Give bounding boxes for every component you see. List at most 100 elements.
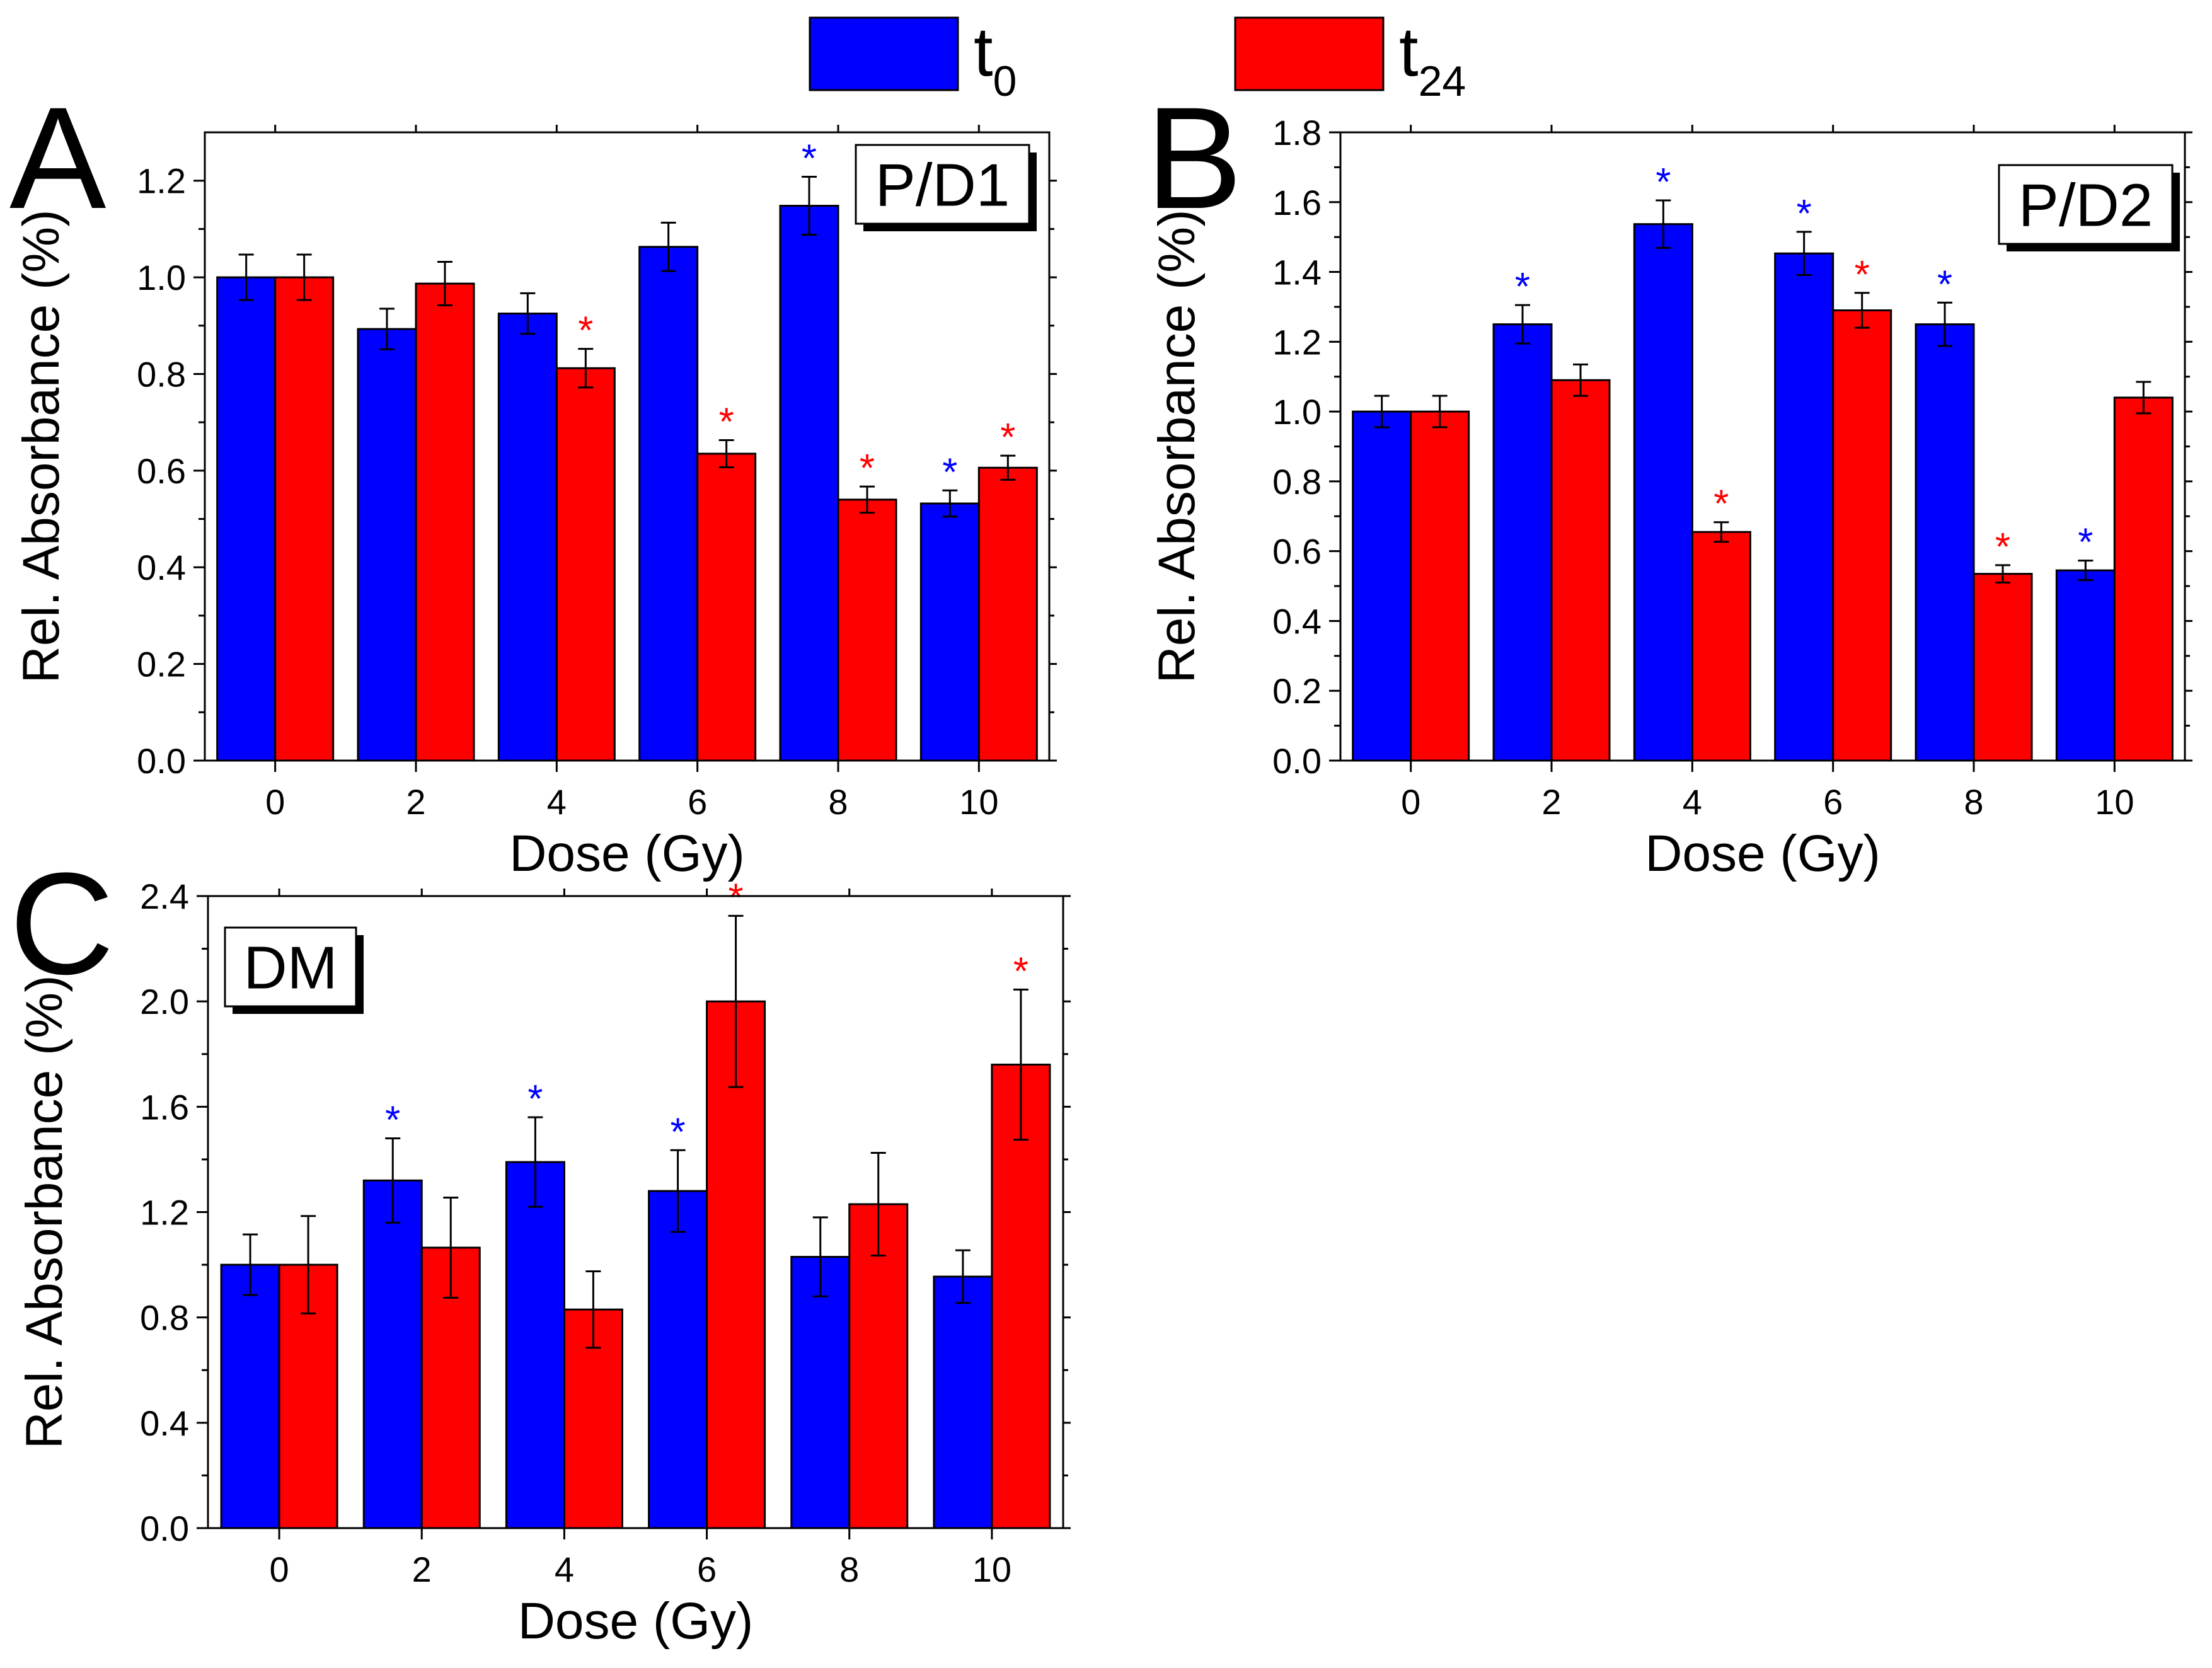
x-tick-label: 10 [972,1550,1011,1589]
significance-marker-t0-10: * [2078,521,2093,565]
panel-a: A * * * * * * 0.0 0.2 0.4 0.6 0.8 1.0 1.2 0 2 4 6 8 10 Dose… [9,77,1057,882]
y-tick-label: 0.2 [137,645,186,684]
bar-t24-4 [1691,531,1751,762]
significance-marker-t0-2: * [385,1098,400,1142]
y-tick-label: 1.2 [1272,322,1322,362]
bar-t0-0 [1352,410,1412,762]
error-bar-t24-10 [1000,454,1016,481]
significance-marker-t0-10: * [942,451,957,494]
y-tick-label: 1.0 [137,258,186,297]
y-tick-label: 1.4 [1272,253,1322,292]
x-tick-label: 0 [1401,782,1420,822]
error-bar-t0-8 [1937,301,1952,347]
panel-letter-c: C [9,843,114,1004]
y-tick-label: 0.2 [1272,671,1322,711]
x-tick-label: 8 [828,782,848,822]
bar-t24-2 [1550,379,1611,762]
error-bar-t0-8 [802,176,817,236]
significance-marker-t24-6: * [1855,253,1870,297]
x-tick-label: 10 [959,782,998,822]
chart-title: P/D1 [875,152,1010,219]
bar-t24-0 [274,276,335,762]
bar-t24-4 [555,367,616,762]
bar-t0-0 [216,276,277,762]
bar-t24-8 [848,1203,909,1529]
error-bar-t24-0 [296,253,312,301]
error-bar-t0-4 [527,1116,543,1208]
error-bar-t24-10 [1013,988,1028,1141]
bar-t0-0 [220,1263,280,1529]
y-tick-label: 2.4 [140,877,189,916]
y-tick-label: 0.4 [137,548,186,587]
bar-t0-6 [648,1190,708,1529]
y-tick-label: 0.4 [1272,601,1322,641]
bar-t24-0 [1410,410,1470,762]
x-axis-label: Dose (Gy) [518,1592,754,1650]
x-tick-label: 2 [412,1550,432,1589]
x-tick-label: 6 [1823,782,1843,822]
error-bar-t24-2 [1573,363,1588,397]
legend-swatch-t0 [809,16,959,91]
x-tick-label: 0 [270,1550,289,1589]
y-tick-label: 0.8 [140,1298,189,1338]
bar-t24-2 [415,282,475,762]
error-bar-t0-6 [1796,231,1812,277]
bar-t0-10 [2055,569,2116,762]
x-tick-label: 10 [2095,782,2134,822]
error-bar-t0-10 [2078,560,2094,582]
y-tick-label: 0.8 [137,354,186,394]
error-bar-t24-6 [728,914,744,1088]
svg-text:t0: t0 [974,13,1017,105]
y-tick-label: 0.0 [1272,741,1322,781]
bar-t24-10 [2113,396,2174,762]
title-box [224,926,357,1008]
y-tick-label: 1.2 [137,161,186,201]
error-bar-t24-0 [1432,394,1448,429]
legend: t0 t24 [809,13,1466,105]
significance-marker-t24-6: * [729,876,744,919]
error-bar-t24-8 [1995,564,2010,584]
bar-t0-10 [933,1275,993,1529]
error-bar-t24-6 [1854,292,1870,329]
bar-t0-6 [638,246,699,762]
bar-t0-8 [779,205,839,762]
significance-marker-t0-8: * [1937,263,1952,306]
error-bar-t0-2 [385,1137,401,1224]
error-bar-t24-10 [2136,381,2152,415]
y-tick-label: 0.8 [1272,462,1322,502]
error-bar-t0-10 [942,489,958,518]
bar-t0-2 [357,328,417,762]
y-tick-label: 0.0 [140,1509,189,1548]
y-tick-label: 0.4 [140,1403,189,1443]
error-bar-t0-10 [955,1249,971,1304]
error-bar-t0-0 [1374,394,1390,429]
x-tick-label: 4 [555,1550,574,1589]
significance-marker-t24-10: * [1000,416,1015,459]
bar-t0-8 [790,1256,851,1529]
legend-label-t0: t [974,13,993,91]
error-bar-t0-8 [812,1216,828,1297]
panel-b: B * * * * * * * * 0.0 0.2 0.4 0.6 0.8 1.0 1.2 1.4 1.6 1.8… [1146,77,2192,882]
significance-marker-t0-4: * [1656,161,1671,204]
title-box [1998,164,2174,245]
x-tick-label: 6 [697,1550,717,1589]
error-bar-t24-4 [1714,521,1729,543]
significance-marker-t24-8: * [860,447,875,490]
bar-t0-4 [497,313,558,762]
panel-letter-b: B [1146,77,1242,239]
bar-t0-2 [1492,323,1553,762]
bar-t0-8 [1915,323,1975,762]
x-tick-label: 4 [1683,782,1702,822]
panel-letter-a: A [9,77,106,239]
error-bar-t24-8 [870,1151,886,1257]
y-tick-label: 1.8 [1272,113,1322,152]
legend-swatch-t24 [1234,16,1385,91]
y-tick-label: 0.0 [137,741,186,781]
x-tick-label: 2 [406,782,425,822]
svg-text:t24: t24 [1399,13,1466,105]
legend-label-t0-sub: 0 [993,57,1017,105]
x-tick-label: 0 [265,782,285,822]
bar-t24-10 [991,1063,1051,1529]
y-axis-label: Rel. Absorbance (%) [1148,209,1206,683]
bar-t0-2 [362,1179,423,1529]
